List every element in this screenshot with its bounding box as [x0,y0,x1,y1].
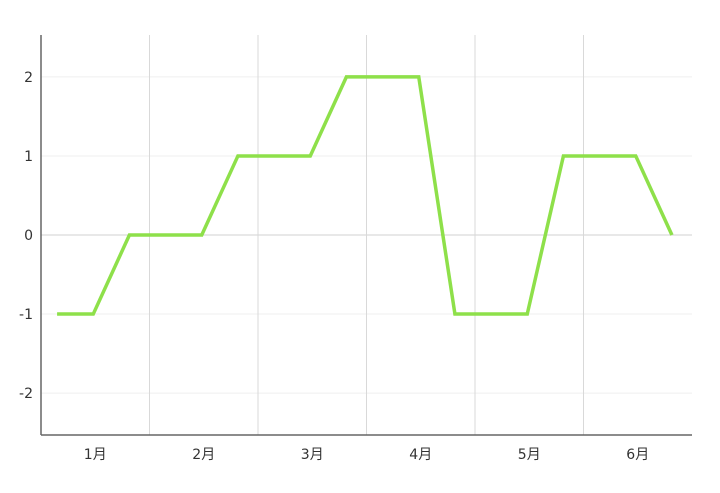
series-line [57,75,674,316]
y-tick-label: 1 [24,149,33,165]
y-tick-label: 2 [24,70,33,86]
x-tick-label: 1月 [84,447,107,463]
x-tick-label: 2月 [192,447,215,463]
series [57,75,674,316]
x-axis-ticks: 1月 2月 3月 4月 5月 6月 [84,447,649,463]
x-tick-label: 5月 [518,447,541,463]
x-tick-label: 3月 [301,447,324,463]
x-tick-label: 6月 [626,447,649,463]
x-tick-label: 4月 [409,447,432,463]
y-tick-label: 0 [24,228,33,244]
y-tick-label: -2 [19,386,33,402]
y-axis-ticks: 2 1 0 -1 -2 [19,70,33,402]
y-tick-label: -1 [19,307,33,323]
